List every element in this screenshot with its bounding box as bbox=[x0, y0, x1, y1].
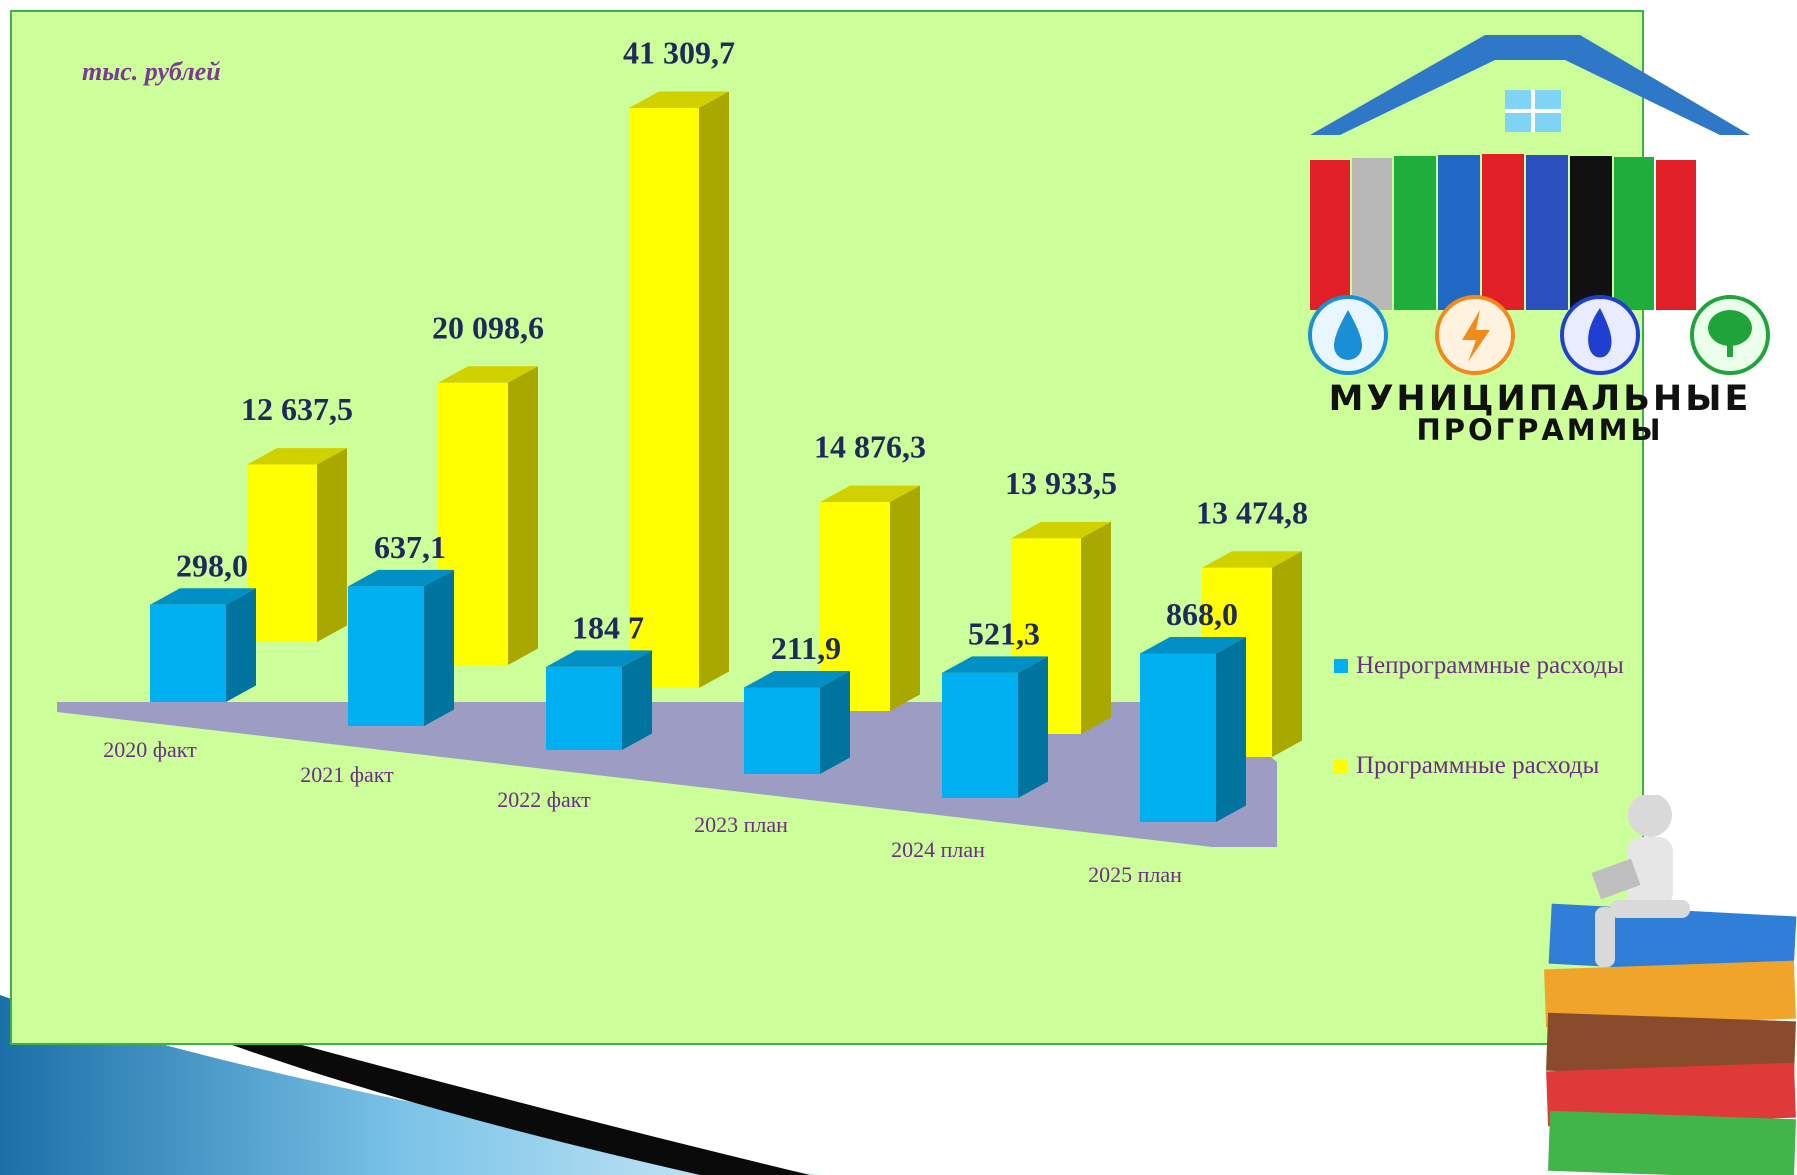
bars bbox=[150, 91, 1302, 822]
non-program-bar-top bbox=[150, 588, 256, 605]
category-label: 2020 факт bbox=[103, 737, 197, 762]
non-program-bar-side bbox=[622, 650, 652, 750]
non-program-bar bbox=[348, 569, 454, 726]
category-label: 2022 факт bbox=[497, 787, 591, 812]
program-value-label: 12 637,5 bbox=[241, 391, 353, 427]
non-program-bar-top bbox=[942, 656, 1048, 673]
program-bar-side bbox=[1272, 551, 1302, 757]
logo-line1: МУНИЦИПАЛЬНЫЕ bbox=[1329, 379, 1752, 419]
program-value-label: 14 876,3 bbox=[814, 429, 926, 465]
non-program-bar-side bbox=[226, 588, 256, 702]
binders-icon bbox=[1310, 154, 1696, 310]
program-value-label: 13 933,5 bbox=[1005, 465, 1117, 501]
program-bar-front bbox=[247, 464, 317, 642]
non-program-bar-top bbox=[348, 569, 454, 587]
non-program-value-label: 184 7 bbox=[572, 609, 644, 645]
program-bar-side bbox=[508, 366, 538, 665]
house-roof-icon bbox=[1310, 35, 1750, 135]
non-program-bar-side bbox=[424, 569, 454, 726]
program-value-label: 13 474,8 bbox=[1196, 494, 1308, 530]
non-program-bar-front bbox=[1140, 653, 1216, 822]
municipal-programs-logo: МУНИЦИПАЛЬНЫЕ ПРОГРАММЫ bbox=[1308, 35, 1770, 447]
non-program-bar-top bbox=[1140, 637, 1246, 654]
program-value-label: 41 309,7 bbox=[623, 35, 735, 71]
non-program-bar bbox=[546, 650, 652, 750]
non-program-bar bbox=[942, 656, 1048, 798]
decorative-swoosh bbox=[0, 985, 820, 1175]
non-program-bar bbox=[150, 588, 256, 702]
non-program-bar bbox=[744, 671, 850, 774]
category-label: 2024 план bbox=[891, 837, 985, 862]
non-program-bar-front bbox=[744, 687, 820, 774]
program-bar-side bbox=[890, 485, 920, 711]
program-bar-top bbox=[820, 485, 920, 503]
non-program-value-label: 298,0 bbox=[176, 547, 248, 583]
category-labels: 2020 факт 2021 факт 2022 факт 2023 план 2024… bbox=[103, 737, 1182, 887]
non-program-value-label: 521,3 bbox=[968, 615, 1040, 651]
program-bar bbox=[629, 91, 729, 688]
program-value-label: 20 098,6 bbox=[432, 309, 544, 345]
non-program-bar-side bbox=[820, 671, 850, 774]
program-bar-top bbox=[1011, 521, 1111, 539]
program-bar-top bbox=[438, 366, 538, 383]
non-program-value-label: 868,0 bbox=[1166, 596, 1238, 632]
legend-label-program: Программные расходы bbox=[1356, 752, 1600, 779]
non-program-bar-front bbox=[150, 604, 226, 702]
legend-swatch-non-program bbox=[1334, 659, 1348, 673]
non-program-bar-top bbox=[546, 650, 652, 667]
non-program-bar-front bbox=[942, 672, 1018, 798]
logo-line2: ПРОГРАММЫ bbox=[1416, 413, 1663, 447]
non-program-value-label: 211,9 bbox=[771, 630, 841, 666]
program-bar-side bbox=[1081, 521, 1111, 734]
non-program-bar-front bbox=[546, 666, 622, 750]
binder-stack-icon bbox=[1544, 903, 1797, 1175]
program-bar bbox=[247, 448, 347, 642]
category-label: 2025 план bbox=[1088, 862, 1182, 887]
program-bar-top bbox=[247, 448, 347, 465]
program-bar-side bbox=[699, 91, 729, 688]
program-bar bbox=[438, 366, 538, 665]
program-bar-side bbox=[317, 448, 347, 642]
category-label: 2023 план bbox=[694, 812, 788, 837]
non-program-bar-side bbox=[1216, 637, 1246, 822]
legend-item-program: Программные расходы bbox=[1334, 752, 1599, 780]
value-labels: 12 637,5 298,0 20 098,6 637,1 41 309,7 184 7 1… bbox=[176, 35, 1308, 667]
figure-on-binders-image bbox=[1544, 795, 1797, 1175]
legend-item-non-program: Непрограммные расходы bbox=[1334, 652, 1624, 680]
non-program-bar bbox=[1140, 637, 1246, 822]
non-program-bar-top bbox=[744, 671, 850, 688]
legend-swatch-program bbox=[1334, 759, 1348, 773]
category-label: 2021 факт bbox=[300, 762, 394, 787]
non-program-value-label: 637,1 bbox=[374, 529, 446, 565]
unit-label: тыс. рублей bbox=[82, 57, 221, 86]
program-bar-front bbox=[629, 108, 699, 688]
bar-chart: 2020 факт 2021 факт 2022 факт 2023 план 2024… bbox=[57, 35, 1308, 887]
non-program-bar-front bbox=[348, 586, 424, 726]
legend-label-non-program: Непрограммные расходы bbox=[1356, 652, 1624, 679]
non-program-bar-side bbox=[1018, 656, 1048, 798]
program-bar-top bbox=[1202, 551, 1302, 568]
program-bar-top bbox=[629, 91, 729, 108]
person-with-laptop-icon bbox=[1591, 795, 1690, 967]
